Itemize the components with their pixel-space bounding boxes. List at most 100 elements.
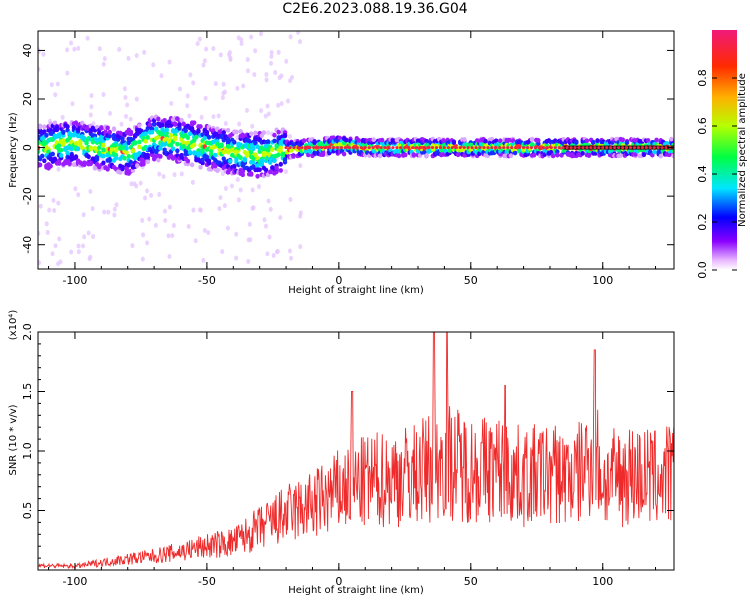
spectrogram-cell bbox=[198, 207, 203, 213]
spectrogram-x-ticks: -100 -50 0 50 100 bbox=[48, 31, 657, 287]
spectrogram-cell bbox=[141, 232, 146, 238]
spectrogram-cell bbox=[189, 126, 195, 132]
spectrogram-cell bbox=[251, 156, 256, 162]
spectrogram-cell bbox=[228, 55, 233, 61]
spectrogram-cell bbox=[107, 129, 112, 135]
spectrogram-cell bbox=[276, 49, 281, 55]
spectrogram-cell bbox=[266, 198, 271, 204]
spectrogram-x-tick-label: 50 bbox=[464, 274, 478, 287]
spectrogram-cell bbox=[667, 152, 672, 158]
snr-x-tick-label: 0 bbox=[335, 575, 342, 588]
spectrogram-cell bbox=[97, 46, 102, 52]
spectrogram-cell bbox=[196, 128, 201, 133]
spectrogram-core-cell bbox=[613, 146, 617, 149]
spectrogram-cell bbox=[171, 223, 176, 229]
spectrogram-cell bbox=[143, 195, 148, 201]
spectrogram-cell bbox=[278, 215, 283, 221]
spectrogram-cell bbox=[512, 150, 518, 156]
spectrogram-core-cell bbox=[415, 146, 419, 149]
spectrogram-core-cell bbox=[664, 146, 668, 149]
spectrogram-cell bbox=[137, 123, 142, 129]
spectrogram-cell bbox=[122, 86, 127, 92]
spectrogram-core-cell bbox=[395, 146, 399, 149]
spectrogram-core-cell bbox=[320, 146, 324, 149]
spectrogram-cell bbox=[202, 135, 207, 141]
spectrogram-core-cell bbox=[379, 146, 383, 149]
spectrogram-cell bbox=[185, 135, 191, 141]
spectrogram-cell bbox=[140, 217, 145, 223]
spectrogram-cell bbox=[130, 168, 136, 173]
spectrogram-cell bbox=[130, 243, 135, 249]
spectrogram-cell bbox=[264, 71, 269, 77]
spectrogram-cell bbox=[199, 114, 204, 120]
spectrogram-cell bbox=[88, 112, 93, 118]
spectrogram-cell bbox=[223, 120, 228, 126]
spectrogram-cell bbox=[658, 153, 664, 159]
spectrogram-cell bbox=[312, 139, 317, 145]
spectrogram-cell bbox=[255, 173, 260, 179]
spectrogram-core-cell bbox=[537, 146, 542, 149]
snr-y-tick-label: 1.5 bbox=[21, 383, 34, 401]
spectrogram-cell bbox=[211, 114, 216, 120]
spectrogram-cell bbox=[58, 259, 63, 265]
spectrogram-cell bbox=[101, 147, 106, 153]
spectrogram-cell bbox=[107, 133, 112, 139]
snr-y-axis-title: SNR (10 * v/v) bbox=[8, 404, 19, 475]
spectrogram-cell bbox=[218, 195, 223, 201]
spectrogram-cell bbox=[298, 163, 303, 169]
spectrogram-cell bbox=[198, 164, 203, 170]
spectrogram-cell bbox=[191, 207, 196, 213]
spectrogram-cell bbox=[45, 229, 50, 235]
spectrogram-cell bbox=[167, 254, 172, 260]
spectrogram-cell bbox=[211, 46, 216, 52]
spectrogram-cell bbox=[204, 129, 210, 135]
spectrogram-cell bbox=[170, 233, 175, 239]
spectrogram-cell bbox=[234, 129, 239, 135]
spectrogram-cell bbox=[279, 101, 284, 107]
snr-y-tick-label: 2.0 bbox=[21, 323, 34, 341]
spectrogram-y-tick-label: -20 bbox=[21, 187, 34, 205]
spectrogram-cell bbox=[225, 127, 231, 133]
spectrogram-y-tick-label: 20 bbox=[21, 92, 34, 106]
spectrogram-core-cell bbox=[553, 146, 557, 149]
spectrogram-cell bbox=[90, 206, 95, 212]
spectrogram-core-cell bbox=[577, 146, 581, 149]
spectrogram-core-cell bbox=[632, 146, 637, 149]
spectrogram-cell bbox=[73, 186, 78, 192]
spectrogram-cell bbox=[288, 133, 293, 139]
spectrogram-cell bbox=[220, 249, 225, 255]
spectrogram-cell bbox=[455, 152, 461, 158]
spectrogram-core-cell bbox=[585, 146, 589, 149]
spectrogram-cell bbox=[149, 126, 155, 132]
spectrogram-cell bbox=[287, 248, 292, 254]
spectrogram-cell bbox=[118, 170, 123, 175]
spectrogram-x-tick-label: 100 bbox=[592, 274, 613, 287]
spectrogram-cell bbox=[126, 154, 131, 159]
colorbar-gradient bbox=[712, 30, 737, 270]
spectrogram-core-cell bbox=[569, 146, 573, 149]
spectrogram-core-cell bbox=[407, 146, 411, 149]
spectrogram-cell bbox=[250, 187, 255, 193]
spectrogram-cell bbox=[140, 256, 145, 262]
spectrogram-cell bbox=[177, 122, 182, 128]
spectrogram-cell bbox=[204, 46, 209, 52]
colorbar-tick-label: 0.6 bbox=[696, 117, 709, 135]
spectrogram-core-cell bbox=[502, 146, 506, 149]
spectrogram-cell bbox=[555, 149, 560, 155]
spectrogram-cell bbox=[85, 35, 90, 41]
spectrogram-cell bbox=[187, 113, 192, 119]
spectrogram-cell bbox=[38, 230, 41, 236]
spectrogram-core-cell bbox=[656, 146, 660, 149]
spectrogram-cell bbox=[265, 251, 270, 257]
spectrogram-cell bbox=[213, 163, 218, 169]
spectrogram-x-tick-label: -100 bbox=[62, 274, 87, 287]
spectrogram-cell bbox=[167, 204, 172, 210]
spectrogram-cell bbox=[274, 169, 279, 175]
spectrogram-cell bbox=[75, 146, 81, 152]
spectrogram-core-cell bbox=[438, 146, 443, 149]
spectrogram-cell bbox=[161, 174, 166, 180]
spectrogram-cell bbox=[379, 137, 385, 143]
spectrogram-cell bbox=[117, 46, 122, 52]
spectrogram-cell bbox=[124, 113, 129, 119]
spectrogram-cell bbox=[221, 90, 226, 96]
